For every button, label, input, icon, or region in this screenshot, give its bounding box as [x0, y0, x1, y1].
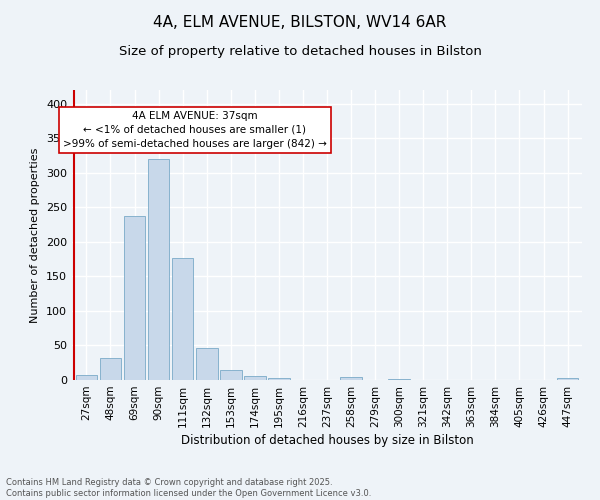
Y-axis label: Number of detached properties: Number of detached properties — [31, 148, 40, 322]
Bar — [268, 378, 290, 380]
Bar — [196, 348, 218, 380]
Bar — [244, 376, 266, 380]
Text: 4A, ELM AVENUE, BILSTON, WV14 6AR: 4A, ELM AVENUE, BILSTON, WV14 6AR — [154, 15, 446, 30]
Text: Contains HM Land Registry data © Crown copyright and database right 2025.
Contai: Contains HM Land Registry data © Crown c… — [6, 478, 371, 498]
Bar — [557, 378, 578, 380]
Bar — [148, 159, 169, 380]
Bar — [124, 216, 145, 380]
Bar — [100, 358, 121, 380]
Bar — [220, 370, 242, 380]
Text: Size of property relative to detached houses in Bilston: Size of property relative to detached ho… — [119, 45, 481, 58]
X-axis label: Distribution of detached houses by size in Bilston: Distribution of detached houses by size … — [181, 434, 473, 447]
Bar — [76, 375, 97, 380]
Bar — [340, 377, 362, 380]
Text: 4A ELM AVENUE: 37sqm
← <1% of detached houses are smaller (1)
>99% of semi-detac: 4A ELM AVENUE: 37sqm ← <1% of detached h… — [63, 110, 326, 148]
Bar — [388, 378, 410, 380]
Bar — [172, 258, 193, 380]
